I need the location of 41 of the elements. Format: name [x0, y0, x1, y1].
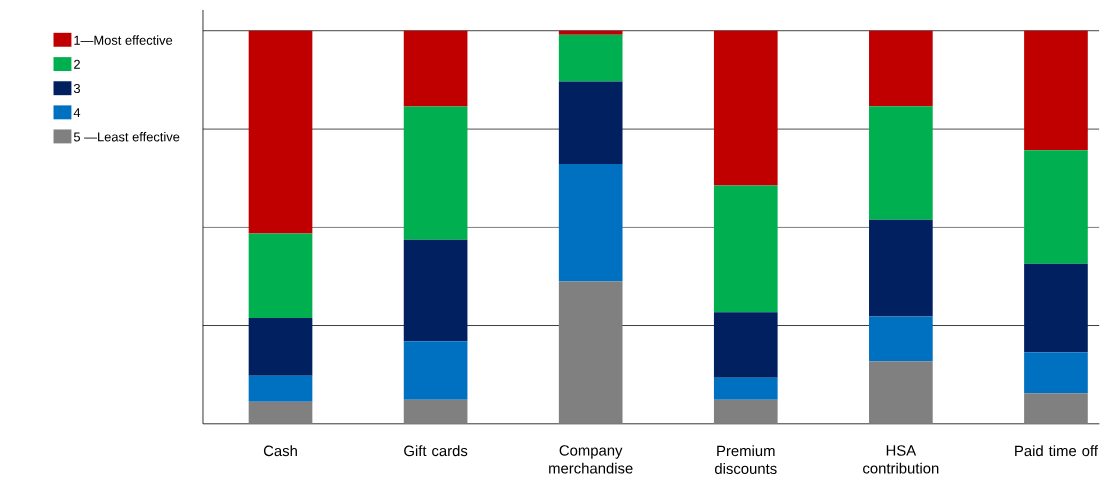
bar — [558, 81, 623, 164]
x-tick-label: Gift cards — [404, 445, 468, 456]
bar — [403, 341, 468, 400]
legend-label: 3 — [73, 83, 81, 93]
bar — [1024, 392, 1088, 424]
bar — [869, 30, 933, 107]
bar — [403, 30, 468, 107]
legend-label: 2 — [74, 59, 80, 69]
x-tick-label: Premium discounts — [714, 445, 777, 474]
bar — [869, 219, 933, 317]
bar — [558, 281, 623, 424]
bar — [248, 375, 313, 402]
bar — [248, 317, 313, 376]
bar — [713, 30, 778, 186]
x-tick-label: Company merchandise — [549, 445, 633, 474]
bar — [1024, 263, 1088, 353]
bar — [869, 361, 933, 424]
legend-label: 4 — [73, 107, 81, 117]
bar — [403, 399, 468, 424]
bar — [558, 163, 623, 282]
legend-label: 5 —Least effective — [73, 131, 180, 142]
bar — [403, 239, 468, 342]
x-tick-label: Cash — [263, 445, 297, 456]
bar — [869, 316, 933, 362]
legend-label: 1—Most effective — [74, 35, 173, 45]
bar — [558, 30, 623, 35]
bar — [1024, 30, 1088, 151]
bar — [713, 185, 778, 312]
bar — [248, 30, 313, 234]
bar — [1024, 150, 1088, 264]
bar — [248, 233, 313, 318]
bar — [558, 34, 623, 82]
x-tick-label: HSA contribution — [863, 445, 939, 474]
bar — [713, 377, 778, 400]
bar — [713, 311, 778, 378]
bar — [1024, 352, 1088, 393]
bar — [403, 106, 468, 240]
bar — [713, 399, 778, 424]
bar — [869, 106, 933, 220]
bar — [248, 401, 313, 424]
x-tick-label: Paid time off — [1015, 445, 1098, 456]
